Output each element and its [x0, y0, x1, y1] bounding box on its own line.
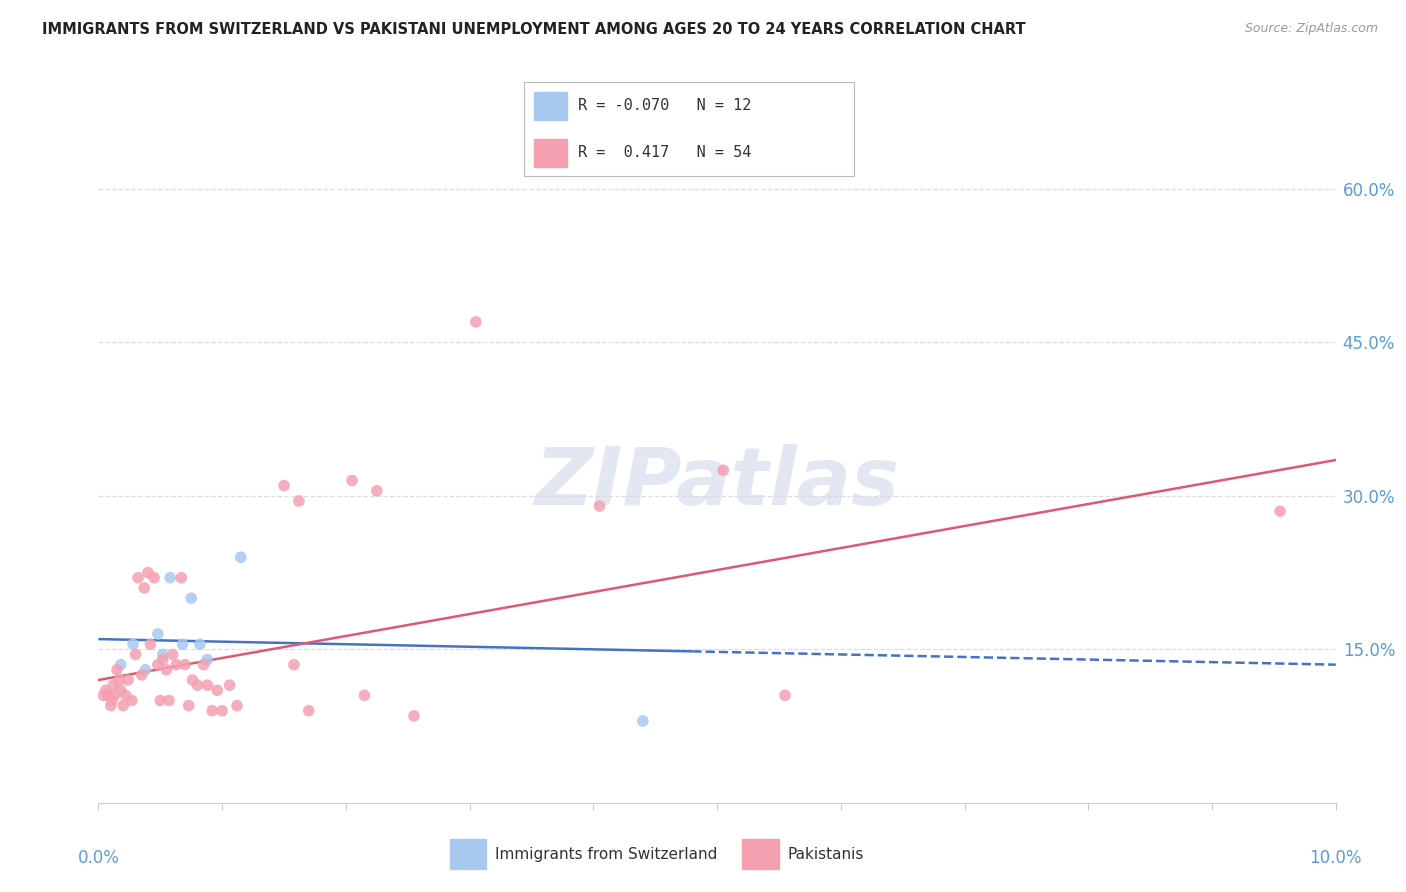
Bar — [534, 139, 568, 167]
Point — [143, 571, 166, 585]
Point — [152, 648, 174, 662]
Point — [94, 683, 117, 698]
Point — [773, 689, 796, 703]
Point — [211, 704, 233, 718]
Text: Source: ZipAtlas.com: Source: ZipAtlas.com — [1244, 22, 1378, 36]
Point — [193, 657, 215, 672]
Text: R =  0.417   N = 54: R = 0.417 N = 54 — [578, 145, 751, 161]
Point — [588, 499, 610, 513]
Point — [121, 693, 143, 707]
Point — [201, 704, 224, 718]
Point — [366, 483, 388, 498]
Bar — [450, 839, 486, 869]
Point — [177, 698, 200, 713]
Point — [103, 689, 125, 703]
Point — [283, 657, 305, 672]
Point — [165, 657, 187, 672]
Point — [97, 689, 120, 703]
Point — [174, 657, 197, 672]
Point — [134, 663, 156, 677]
Point — [205, 683, 228, 698]
Point — [195, 652, 218, 666]
Point — [108, 673, 131, 687]
Text: R = -0.070   N = 12: R = -0.070 N = 12 — [578, 98, 751, 113]
Point — [149, 693, 172, 707]
Text: IMMIGRANTS FROM SWITZERLAND VS PAKISTANI UNEMPLOYMENT AMONG AGES 20 TO 24 YEARS : IMMIGRANTS FROM SWITZERLAND VS PAKISTANI… — [42, 22, 1026, 37]
Point — [146, 627, 169, 641]
Point — [100, 698, 122, 713]
Point — [526, 161, 548, 176]
Point — [195, 678, 218, 692]
Point — [127, 571, 149, 585]
Point — [103, 678, 125, 692]
Point — [110, 683, 132, 698]
Point — [172, 637, 194, 651]
Point — [186, 678, 208, 692]
Point — [124, 648, 146, 662]
Point — [131, 668, 153, 682]
Text: Pakistanis: Pakistanis — [787, 847, 863, 862]
Point — [180, 591, 202, 606]
Point — [229, 550, 252, 565]
Point — [162, 648, 184, 662]
Point — [152, 652, 174, 666]
Bar — [742, 839, 779, 869]
Point — [288, 494, 311, 508]
Point — [146, 657, 169, 672]
Point — [112, 698, 135, 713]
Point — [218, 678, 240, 692]
Point — [105, 663, 128, 677]
Bar — [534, 92, 568, 120]
Point — [114, 689, 136, 703]
Point — [134, 581, 156, 595]
Point — [464, 315, 486, 329]
Point — [159, 571, 181, 585]
Point — [93, 689, 115, 703]
Point — [181, 673, 204, 687]
Point — [155, 663, 177, 677]
Text: Immigrants from Switzerland: Immigrants from Switzerland — [495, 847, 717, 862]
Point — [139, 637, 162, 651]
Point — [1268, 504, 1291, 518]
Point — [226, 698, 249, 713]
Point — [631, 714, 654, 728]
Point — [110, 657, 132, 672]
FancyBboxPatch shape — [523, 82, 855, 177]
Point — [170, 571, 193, 585]
Point — [353, 689, 375, 703]
Point — [298, 704, 321, 718]
Point — [136, 566, 159, 580]
Point — [122, 637, 145, 651]
Point — [117, 673, 139, 687]
Point — [273, 478, 295, 492]
Text: 10.0%: 10.0% — [1309, 849, 1362, 867]
Y-axis label: Unemployment Among Ages 20 to 24 years: Unemployment Among Ages 20 to 24 years — [0, 287, 7, 623]
Point — [402, 708, 425, 723]
Text: ZIPatlas: ZIPatlas — [534, 443, 900, 522]
Point — [711, 463, 734, 477]
Point — [101, 693, 124, 707]
Text: 0.0%: 0.0% — [77, 849, 120, 867]
Point — [340, 474, 363, 488]
Point — [188, 637, 211, 651]
Point — [157, 693, 180, 707]
